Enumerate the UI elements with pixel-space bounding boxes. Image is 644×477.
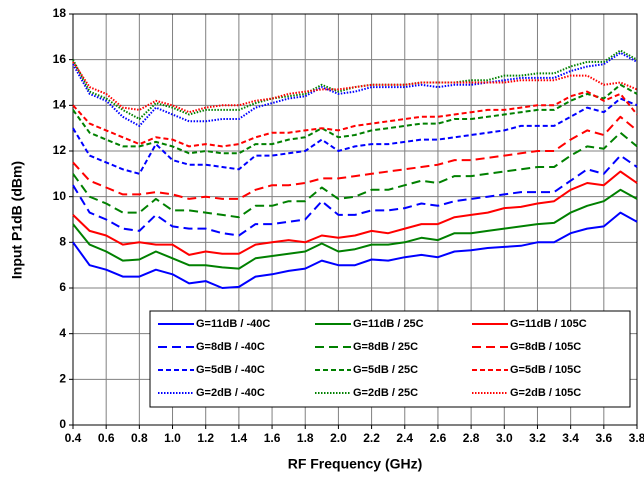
series-line: [72, 97, 638, 175]
legend: G=11dB / -40C G=11dB / 25C G=11dB / 105C G=…: [149, 310, 631, 408]
x-tick-label: 1.2: [197, 431, 214, 445]
legend-label: G=5dB / -40C: [196, 364, 265, 376]
legend-label: G=11dB / 105C: [510, 318, 587, 330]
x-tick-label: 0.4: [65, 431, 82, 445]
y-tick-label: 12: [53, 143, 67, 157]
series-line: [72, 154, 638, 237]
legend-box: [149, 310, 631, 408]
x-tick-label: 2.4: [396, 431, 413, 445]
y-tick-label: 4: [59, 326, 66, 340]
x-axis-title: RF Frequency (GHz): [288, 456, 423, 472]
series-line: [72, 170, 638, 256]
x-tick-label: 0.6: [98, 431, 115, 445]
legend-label: G=2dB / 105C: [510, 387, 581, 399]
legend-label: G=5dB / 25C: [353, 364, 418, 376]
legend-label: G=2dB / -40C: [196, 387, 265, 399]
y-tick-label: 6: [59, 280, 66, 294]
legend-label: G=8dB / -40C: [196, 341, 265, 353]
series-line: [72, 83, 638, 155]
series-line: [72, 51, 638, 127]
legend-label: G=11dB / -40C: [196, 318, 270, 330]
legend-label: G=5dB / 105C: [510, 364, 581, 376]
x-tick-label: 3.8: [629, 431, 644, 445]
x-tick-label: 3.6: [595, 431, 612, 445]
legend-label: G=11dB / 25C: [353, 318, 424, 330]
x-tick-label: 1.8: [297, 431, 314, 445]
legend-label: G=8dB / 105C: [510, 341, 581, 353]
y-tick-label: 0: [59, 417, 66, 431]
y-tick-label: 2: [59, 372, 66, 386]
x-tick-label: 1.6: [264, 431, 281, 445]
x-tick-label: 2.6: [430, 431, 447, 445]
series-line: [72, 211, 638, 289]
series-line: [72, 131, 638, 219]
y-tick-label: 16: [53, 52, 67, 66]
series-line: [72, 115, 638, 200]
y-tick-label: 10: [53, 189, 67, 203]
x-tick-label: 0.8: [131, 431, 148, 445]
x-tick-label: 3.4: [562, 431, 579, 445]
series-line: [72, 90, 638, 148]
x-tick-label: 2.2: [363, 431, 380, 445]
x-tick-label: 1.4: [231, 431, 248, 445]
x-tick-label: 3.2: [529, 431, 546, 445]
y-tick-label: 14: [53, 98, 67, 112]
x-tick-label: 2.0: [330, 431, 347, 445]
legend-label: G=8dB / 25C: [353, 341, 418, 353]
y-tick-label: 18: [53, 6, 67, 20]
legend-label: G=2dB / 25C: [353, 387, 418, 399]
y-axis-title: Input P1dB (dBm): [9, 161, 25, 279]
x-tick-label: 1.0: [164, 431, 181, 445]
x-tick-label: 3.0: [496, 431, 513, 445]
x-tick-label: 2.8: [463, 431, 480, 445]
plot-frame: [72, 13, 638, 426]
y-tick-label: 8: [59, 235, 66, 249]
series-line: [72, 49, 638, 120]
series-line: [72, 188, 638, 270]
